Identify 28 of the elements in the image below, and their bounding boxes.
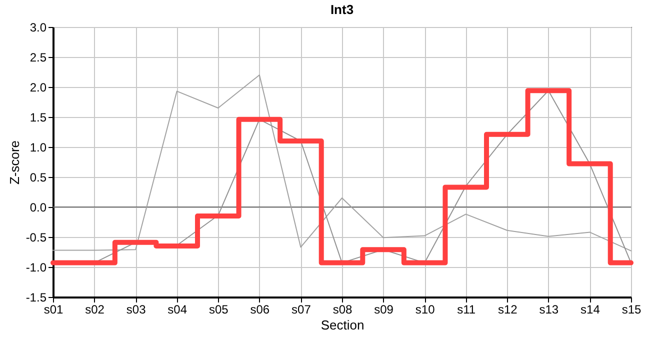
x-tick-label: s10 [415,302,436,316]
x-tick-label: s13 [539,302,559,316]
x-tick-label: s14 [580,302,600,316]
x-tick-label: s05 [208,302,229,316]
y-tick-label: -0.5 [26,230,47,244]
x-tick-label: s01 [44,302,64,316]
x-tick-label: s07 [292,302,312,316]
y-tick-label: -1.0 [26,260,47,274]
y-tick-label: -1.5 [26,290,47,304]
x-tick-label: s06 [250,302,270,316]
x-tick-label: s08 [332,302,352,316]
x-tick-label: s11 [457,302,476,316]
y-tick-label: 3.0 [30,20,47,34]
y-tick-label: 0.0 [30,200,47,214]
y-axis-title: Z-score [6,140,22,185]
x-tick-label: s12 [498,302,518,316]
x-tick-label: s02 [85,302,105,316]
y-tick-label: 0.5 [30,170,47,184]
y-tick-label: 1.5 [30,110,47,124]
x-tick-label: s03 [126,302,146,316]
x-tick-label: s15 [622,302,642,316]
x-axis-title: Section [320,318,364,332]
chart-title: Int3 [330,2,354,17]
y-tick-label: 1.0 [30,140,47,154]
x-tick-label: s04 [168,302,188,316]
y-tick-label: 2.5 [30,50,47,64]
x-tick-label: s09 [374,302,394,316]
y-tick-label: 2.0 [30,80,47,94]
